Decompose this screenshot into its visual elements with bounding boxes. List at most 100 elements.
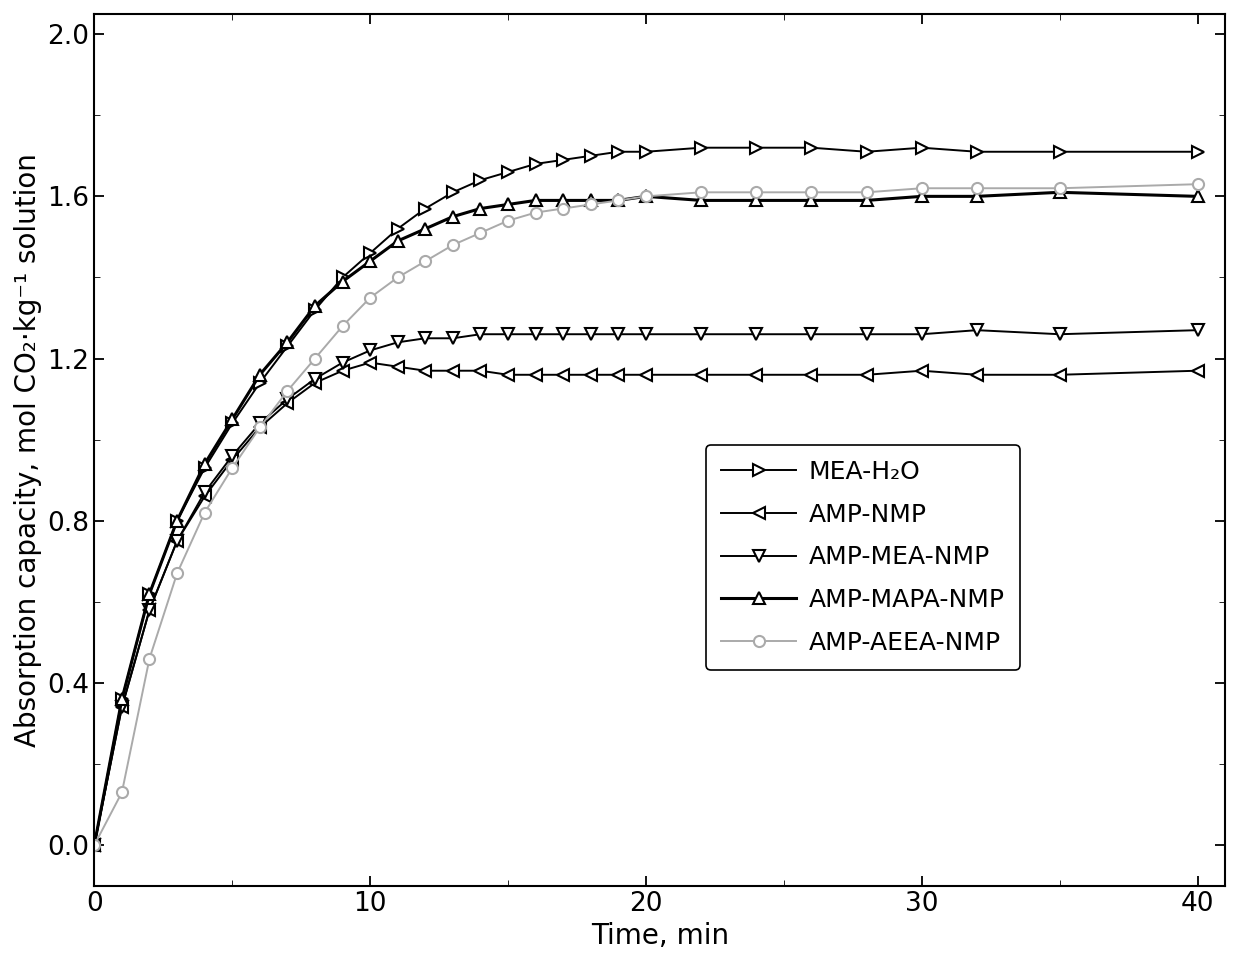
AMP-MEA-NMP bbox=[114, 702, 129, 713]
MEA-H₂O bbox=[280, 340, 295, 352]
AMP-NMP bbox=[638, 369, 653, 381]
MEA-H₂O bbox=[638, 146, 653, 157]
AMP-MAPA-NMP bbox=[584, 195, 598, 206]
AMP-MAPA-NMP bbox=[87, 840, 102, 851]
AMP-NMP bbox=[445, 365, 460, 377]
AMP-AEEA-NMP bbox=[1191, 178, 1206, 190]
AMP-NMP bbox=[114, 702, 129, 713]
AMP-AEEA-NMP bbox=[584, 199, 598, 210]
AMP-MAPA-NMP bbox=[170, 515, 185, 526]
AMP-MAPA-NMP bbox=[197, 458, 212, 469]
AMP-MAPA-NMP bbox=[638, 191, 653, 202]
AMP-AEEA-NMP bbox=[418, 255, 432, 267]
AMP-MEA-NMP bbox=[584, 329, 598, 340]
AMP-AEEA-NMP bbox=[748, 186, 763, 198]
AMP-AEEA-NMP bbox=[556, 202, 571, 214]
MEA-H₂O bbox=[142, 588, 157, 600]
AMP-NMP bbox=[969, 369, 984, 381]
MEA-H₂O bbox=[556, 154, 571, 166]
AMP-MEA-NMP bbox=[307, 373, 322, 385]
AMP-NMP bbox=[170, 535, 185, 547]
AMP-MEA-NMP bbox=[445, 333, 460, 344]
AMP-MAPA-NMP bbox=[694, 195, 709, 206]
AMP-MEA-NMP bbox=[142, 604, 157, 616]
AMP-MAPA-NMP bbox=[224, 414, 239, 425]
AMP-NMP bbox=[473, 365, 488, 377]
AMP-NMP bbox=[914, 365, 929, 377]
AMP-AEEA-NMP bbox=[170, 568, 185, 579]
AMP-AEEA-NMP bbox=[307, 353, 322, 364]
AMP-NMP bbox=[390, 361, 405, 372]
AMP-AEEA-NMP bbox=[280, 386, 295, 397]
AMP-MEA-NMP bbox=[859, 329, 873, 340]
AMP-MAPA-NMP bbox=[1052, 186, 1067, 198]
AMP-MEA-NMP bbox=[335, 357, 349, 368]
AMP-NMP bbox=[804, 369, 819, 381]
AMP-MEA-NMP bbox=[611, 329, 626, 340]
AMP-MAPA-NMP bbox=[418, 223, 432, 234]
MEA-H₂O bbox=[253, 377, 268, 388]
AMP-MEA-NMP bbox=[170, 535, 185, 547]
MEA-H₂O bbox=[87, 840, 102, 851]
AMP-AEEA-NMP bbox=[473, 228, 488, 239]
MEA-H₂O bbox=[335, 272, 349, 283]
AMP-NMP bbox=[1052, 369, 1067, 381]
AMP-MAPA-NMP bbox=[280, 336, 295, 348]
MEA-H₂O bbox=[611, 146, 626, 157]
AMP-AEEA-NMP bbox=[969, 182, 984, 194]
MEA-H₂O bbox=[694, 142, 709, 153]
AMP-MEA-NMP bbox=[253, 417, 268, 429]
AMP-MAPA-NMP bbox=[914, 191, 929, 202]
AMP-NMP bbox=[501, 369, 515, 381]
MEA-H₂O bbox=[473, 174, 488, 186]
AMP-MAPA-NMP bbox=[528, 195, 543, 206]
AMP-AEEA-NMP bbox=[638, 191, 653, 202]
Y-axis label: Absorption capacity, mol CO₂·kg⁻¹ solution: Absorption capacity, mol CO₂·kg⁻¹ soluti… bbox=[14, 153, 42, 747]
AMP-MEA-NMP bbox=[694, 329, 709, 340]
AMP-NMP bbox=[197, 491, 212, 502]
MEA-H₂O bbox=[363, 248, 378, 259]
AMP-MEA-NMP bbox=[1052, 329, 1067, 340]
AMP-NMP bbox=[335, 365, 349, 377]
Line: AMP-MEA-NMP: AMP-MEA-NMP bbox=[89, 325, 1203, 850]
AMP-AEEA-NMP bbox=[859, 186, 873, 198]
AMP-MAPA-NMP bbox=[501, 199, 515, 210]
AMP-AEEA-NMP bbox=[501, 215, 515, 227]
AMP-AEEA-NMP bbox=[914, 182, 929, 194]
MEA-H₂O bbox=[307, 304, 322, 315]
AMP-NMP bbox=[307, 377, 322, 388]
AMP-AEEA-NMP bbox=[528, 207, 543, 219]
AMP-AEEA-NMP bbox=[253, 421, 268, 433]
MEA-H₂O bbox=[584, 150, 598, 162]
AMP-MEA-NMP bbox=[197, 487, 212, 498]
AMP-AEEA-NMP bbox=[390, 272, 405, 283]
Line: AMP-MAPA-NMP: AMP-MAPA-NMP bbox=[89, 187, 1203, 850]
AMP-MEA-NMP bbox=[418, 333, 432, 344]
AMP-MAPA-NMP bbox=[804, 195, 819, 206]
MEA-H₂O bbox=[748, 142, 763, 153]
AMP-MAPA-NMP bbox=[611, 195, 626, 206]
AMP-NMP bbox=[1191, 365, 1206, 377]
MEA-H₂O bbox=[114, 693, 129, 705]
MEA-H₂O bbox=[1052, 146, 1067, 157]
AMP-MEA-NMP bbox=[528, 329, 543, 340]
AMP-NMP bbox=[748, 369, 763, 381]
AMP-MEA-NMP bbox=[280, 393, 295, 405]
AMP-MAPA-NMP bbox=[253, 369, 268, 381]
AMP-MAPA-NMP bbox=[748, 195, 763, 206]
AMP-MEA-NMP bbox=[969, 325, 984, 336]
AMP-MEA-NMP bbox=[1191, 325, 1206, 336]
AMP-NMP bbox=[363, 357, 378, 368]
AMP-MEA-NMP bbox=[748, 329, 763, 340]
AMP-NMP bbox=[87, 840, 102, 851]
AMP-MAPA-NMP bbox=[390, 235, 405, 247]
AMP-AEEA-NMP bbox=[363, 292, 378, 304]
AMP-NMP bbox=[611, 369, 626, 381]
AMP-MAPA-NMP bbox=[1191, 191, 1206, 202]
AMP-NMP bbox=[224, 454, 239, 466]
AMP-MEA-NMP bbox=[473, 329, 488, 340]
AMP-MEA-NMP bbox=[501, 329, 515, 340]
MEA-H₂O bbox=[528, 158, 543, 170]
AMP-NMP bbox=[253, 421, 268, 433]
Line: AMP-AEEA-NMP: AMP-AEEA-NMP bbox=[89, 178, 1203, 850]
